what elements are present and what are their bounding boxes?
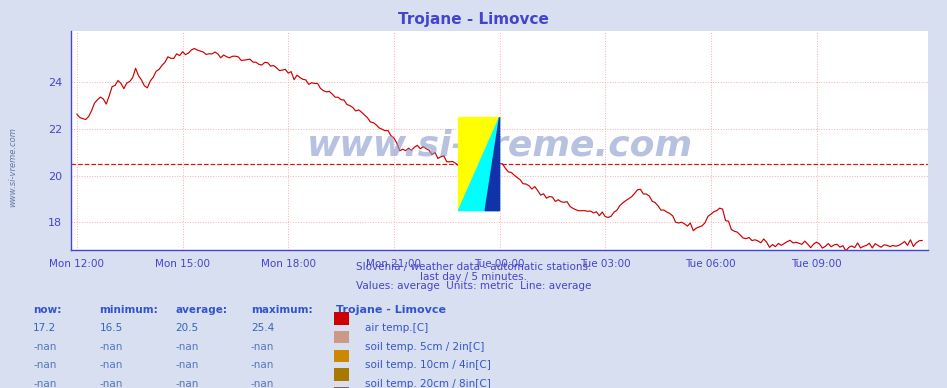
Text: Values: average  Units: metric  Line: average: Values: average Units: metric Line: aver… bbox=[356, 281, 591, 291]
Text: -nan: -nan bbox=[251, 360, 275, 371]
Text: Trojane - Limovce: Trojane - Limovce bbox=[336, 305, 446, 315]
Text: minimum:: minimum: bbox=[99, 305, 158, 315]
Text: -nan: -nan bbox=[251, 379, 275, 388]
Text: last day / 5 minutes.: last day / 5 minutes. bbox=[420, 272, 527, 282]
Polygon shape bbox=[485, 117, 500, 211]
Polygon shape bbox=[458, 117, 500, 211]
Text: -nan: -nan bbox=[99, 379, 123, 388]
Text: average:: average: bbox=[175, 305, 227, 315]
Text: -nan: -nan bbox=[175, 379, 199, 388]
Text: www.si-vreme.com: www.si-vreme.com bbox=[307, 128, 692, 162]
Text: -nan: -nan bbox=[99, 342, 123, 352]
Text: air temp.[C]: air temp.[C] bbox=[365, 323, 428, 333]
Text: 16.5: 16.5 bbox=[99, 323, 123, 333]
Text: -nan: -nan bbox=[33, 379, 57, 388]
Text: 17.2: 17.2 bbox=[33, 323, 57, 333]
Text: soil temp. 20cm / 8in[C]: soil temp. 20cm / 8in[C] bbox=[365, 379, 491, 388]
Text: -nan: -nan bbox=[33, 342, 57, 352]
Text: Slovenia / weather data - automatic stations.: Slovenia / weather data - automatic stat… bbox=[356, 262, 591, 272]
Text: soil temp. 5cm / 2in[C]: soil temp. 5cm / 2in[C] bbox=[365, 342, 484, 352]
Text: maximum:: maximum: bbox=[251, 305, 313, 315]
Text: 25.4: 25.4 bbox=[251, 323, 275, 333]
Text: www.si-vreme.com: www.si-vreme.com bbox=[8, 127, 17, 207]
Polygon shape bbox=[458, 117, 500, 211]
Text: -nan: -nan bbox=[175, 360, 199, 371]
Text: -nan: -nan bbox=[251, 342, 275, 352]
Text: -nan: -nan bbox=[175, 342, 199, 352]
Text: -nan: -nan bbox=[99, 360, 123, 371]
Text: soil temp. 10cm / 4in[C]: soil temp. 10cm / 4in[C] bbox=[365, 360, 491, 371]
Text: -nan: -nan bbox=[33, 360, 57, 371]
Text: now:: now: bbox=[33, 305, 62, 315]
Text: Trojane - Limovce: Trojane - Limovce bbox=[398, 12, 549, 28]
Text: 20.5: 20.5 bbox=[175, 323, 198, 333]
